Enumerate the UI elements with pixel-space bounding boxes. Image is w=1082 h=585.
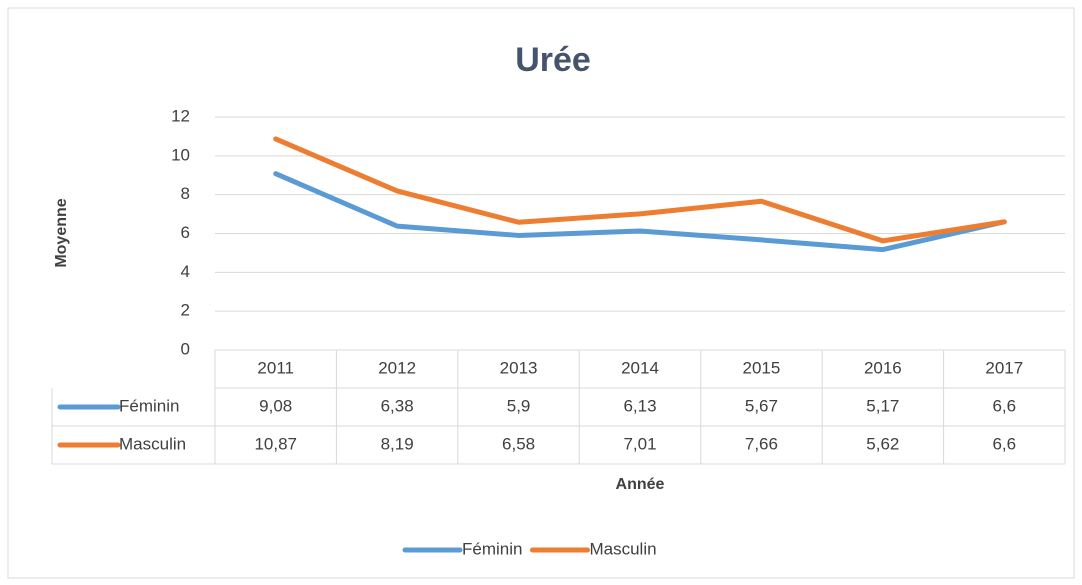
x-tick-label: 2014 <box>621 358 659 377</box>
x-tick-label: 2012 <box>378 358 416 377</box>
x-tick-label: 2015 <box>743 358 781 377</box>
data-label: 10,87 <box>254 434 297 453</box>
data-label: 5,62 <box>866 434 899 453</box>
data-label: 7,01 <box>623 434 656 453</box>
line <box>273 136 1007 244</box>
x-tick-label: 2017 <box>985 358 1023 377</box>
y-tick-label: 12 <box>171 106 190 125</box>
line <box>273 171 1007 253</box>
x-tick-label: 2013 <box>500 358 538 377</box>
y-tick-label: 4 <box>181 262 190 281</box>
legend-label: Masculin <box>589 539 656 558</box>
data-label: 6,13 <box>623 396 656 415</box>
table-series-name: Masculin <box>119 434 186 453</box>
y-tick-label: 0 <box>181 339 190 358</box>
data-label: 6,6 <box>992 396 1016 415</box>
y-tick-label: 6 <box>181 223 190 242</box>
y-tick-label: 8 <box>181 184 190 203</box>
data-label: 5,17 <box>866 396 899 415</box>
table-series-name: Féminin <box>119 396 179 415</box>
chart-title: Urée <box>515 41 591 79</box>
data-label: 8,19 <box>381 434 414 453</box>
data-label: 6,38 <box>381 396 414 415</box>
data-label: 5,67 <box>745 396 778 415</box>
data-label: 9,08 <box>259 396 292 415</box>
y-axis-label: Moyenne <box>53 198 70 267</box>
chart-border <box>7 7 1075 579</box>
y-tick-label: 10 <box>171 145 190 164</box>
x-tick-label: 2011 <box>257 358 294 377</box>
y-tick-label: 2 <box>181 301 190 320</box>
data-label: 5,9 <box>507 396 531 415</box>
x-tick-label: 2016 <box>864 358 902 377</box>
legend-label: Féminin <box>462 539 522 558</box>
data-label: 6,6 <box>992 434 1016 453</box>
data-label: 7,66 <box>745 434 778 453</box>
x-axis-label: Année <box>616 476 665 493</box>
data-label: 6,58 <box>502 434 535 453</box>
